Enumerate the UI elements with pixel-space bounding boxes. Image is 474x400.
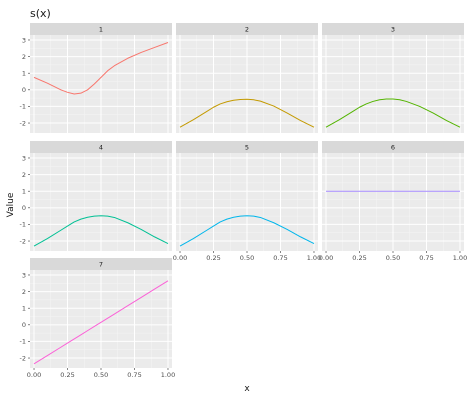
series-line-7 — [33, 280, 169, 365]
series-line-2 — [179, 98, 315, 128]
y-tick-label: 3 — [22, 271, 26, 279]
x-tick-label: 0.25 — [206, 254, 220, 262]
y-tick-label: 3 — [22, 154, 26, 162]
strip-label: 4 — [99, 144, 103, 152]
x-tick-label: 0.75 — [273, 254, 287, 262]
x-tick-label: 1.00 — [307, 254, 321, 262]
y-tick-label: -2 — [20, 237, 26, 245]
x-tick-label: 0.00 — [319, 254, 333, 262]
x-tick-label: 0.00 — [27, 371, 41, 379]
y-tick-label: -2 — [20, 119, 26, 127]
strip-label: 7 — [99, 261, 103, 269]
x-tick-label: 0.25 — [352, 254, 366, 262]
strip-background — [30, 258, 172, 270]
x-axis-title: x — [244, 384, 250, 394]
strip-label: 2 — [245, 26, 249, 34]
facet-panel-2: 2 — [176, 23, 318, 133]
x-tick-label: 0.75 — [419, 254, 433, 262]
strip-background — [30, 141, 172, 153]
y-tick-label: 0 — [22, 86, 26, 94]
y-tick-label: 1 — [22, 305, 26, 313]
y-tick-label: 1 — [22, 188, 26, 196]
y-tick-label: -1 — [20, 338, 26, 346]
y-tick-label: -1 — [20, 103, 26, 111]
x-tick-label: 0.50 — [386, 254, 400, 262]
y-tick-label: 2 — [22, 171, 26, 179]
y-tick-label: -2 — [20, 354, 26, 362]
series-line-4 — [33, 215, 169, 247]
y-tick-label: -1 — [20, 221, 26, 229]
facet-panel-3: 3 — [322, 23, 464, 133]
y-axis-title: Value — [6, 192, 16, 217]
strip-background — [30, 23, 172, 35]
strip-label: 6 — [391, 144, 395, 152]
y-tick-label: 0 — [22, 204, 26, 212]
y-tick-label: 2 — [22, 53, 26, 61]
facet-panel-1: 1 -2 -1 0 1 2 3 — [20, 23, 172, 133]
x-tick-label: 0.00 — [173, 254, 187, 262]
facet-panel-4: 4 -2 -1 0 1 2 3 — [20, 141, 172, 251]
strip-background — [176, 141, 318, 153]
facet-panels: 1 -2 -1 0 1 2 3 2 3 4 -2 -1 0 1 2 3 5 0.00 0.25 0.50 0.75 1.0… — [20, 23, 467, 379]
strip-label: 3 — [391, 26, 395, 34]
facet-panel-5: 5 0.00 0.25 0.50 0.75 1.00 — [173, 141, 321, 262]
x-tick-label: 0.50 — [94, 371, 108, 379]
y-tick-label: 0 — [22, 321, 26, 329]
strip-label: 5 — [245, 144, 249, 152]
strip-background — [322, 23, 464, 35]
strip-background — [322, 141, 464, 153]
facet-panel-7: 7 -2 -1 0 1 2 3 0.00 0.25 0.50 0.75 1.00 — [20, 258, 175, 379]
y-tick-label: 1 — [22, 70, 26, 78]
facet-panel-6: 6 0.00 0.25 0.50 0.75 1.00 — [319, 141, 467, 262]
y-tick-label: 2 — [22, 288, 26, 296]
chart-title: s(x) — [30, 7, 51, 20]
x-tick-label: 0.75 — [127, 371, 141, 379]
series-line-3 — [325, 98, 461, 128]
x-tick-label: 1.00 — [453, 254, 467, 262]
series-line-5 — [179, 215, 315, 247]
x-tick-label: 1.00 — [161, 371, 175, 379]
x-tick-label: 0.25 — [60, 371, 74, 379]
strip-background — [176, 23, 318, 35]
series-line-1 — [33, 42, 169, 95]
strip-label: 1 — [99, 26, 103, 34]
y-tick-label: 3 — [22, 36, 26, 44]
x-tick-label: 0.50 — [240, 254, 254, 262]
